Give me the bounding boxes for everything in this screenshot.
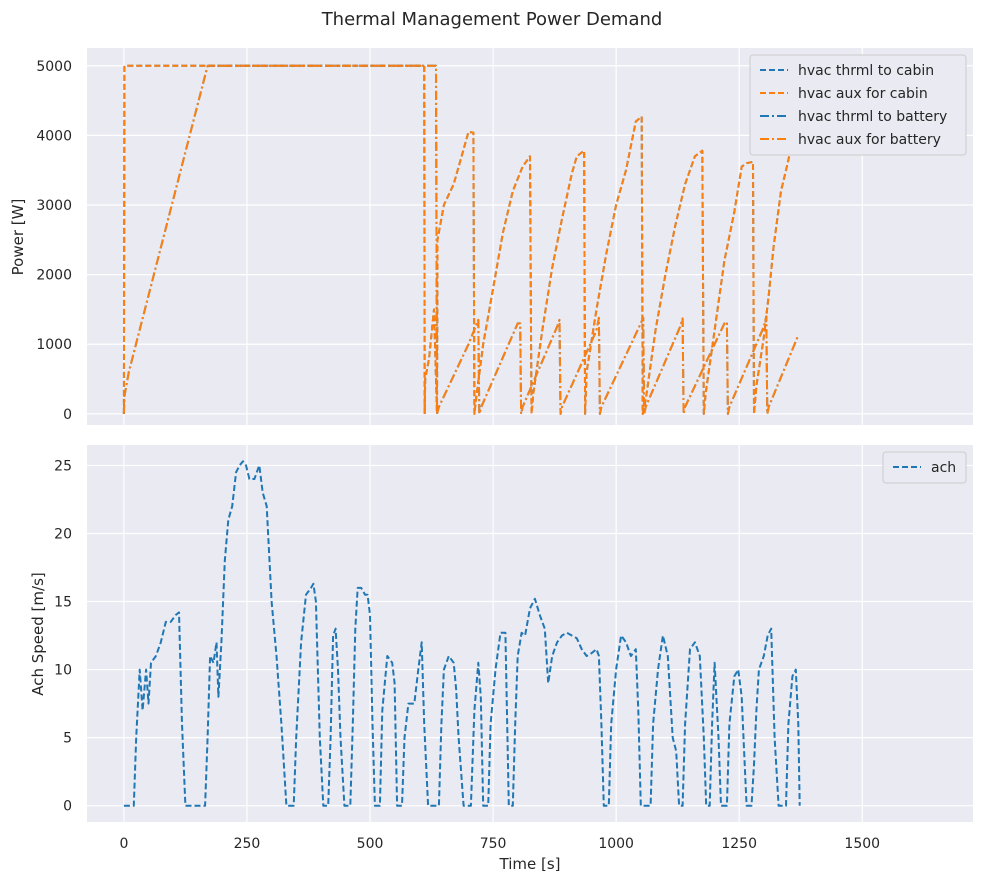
y-tick-label: 25 bbox=[54, 458, 72, 474]
legend-box bbox=[749, 54, 967, 156]
power-legend: hvac thrml to cabin hvac aux for cabin hva… bbox=[749, 54, 967, 156]
speed-legend: ach bbox=[882, 451, 967, 484]
y-tick-label: 4000 bbox=[36, 128, 72, 144]
figure-title: Thermal Management Power Demand bbox=[321, 9, 663, 30]
power-y-axis-label: Power [W] bbox=[9, 199, 27, 276]
speed-y-ticks: 0 5 10 15 20 25 bbox=[54, 458, 72, 814]
y-tick-label: 2000 bbox=[36, 268, 72, 284]
x-tick-label: 500 bbox=[357, 836, 384, 852]
x-tick-label: 0 bbox=[119, 836, 128, 852]
x-tick-label: 250 bbox=[234, 836, 261, 852]
speed-series bbox=[123, 460, 801, 807]
y-tick-label: 10 bbox=[54, 663, 72, 679]
y-tick-label: 15 bbox=[54, 595, 72, 611]
y-tick-label: 3000 bbox=[36, 198, 72, 214]
legend-label: ach bbox=[931, 460, 956, 476]
y-tick-label: 1000 bbox=[36, 337, 72, 353]
power-y-ticks: 0 1000 2000 3000 4000 5000 bbox=[36, 59, 72, 423]
y-tick-label: 5 bbox=[63, 731, 72, 747]
legend-label: hvac aux for cabin bbox=[798, 86, 928, 102]
legend-label: hvac aux for battery bbox=[798, 132, 941, 148]
x-tick-label: 1500 bbox=[844, 836, 880, 852]
legend-label: hvac thrml to battery bbox=[798, 109, 947, 125]
speed-panel: 0 5 10 15 20 25 0 250 500 750 1000 1250 1500 Ach Sp… bbox=[29, 445, 973, 873]
speed-grid bbox=[87, 445, 973, 822]
power-panel: 0 1000 2000 3000 4000 5000 Power [W] hvac thr… bbox=[9, 48, 973, 425]
legend-label: hvac thrml to cabin bbox=[798, 63, 934, 79]
speed-y-axis-label: Ach Speed [m/s] bbox=[29, 572, 47, 696]
series-line bbox=[122, 64, 800, 415]
y-tick-label: 5000 bbox=[36, 59, 72, 75]
speed-x-ticks: 0 250 500 750 1000 1250 1500 bbox=[119, 836, 880, 852]
x-tick-label: 1000 bbox=[598, 836, 634, 852]
speed-plot-area bbox=[87, 445, 973, 822]
series-line bbox=[123, 460, 801, 807]
y-tick-label: 0 bbox=[63, 407, 72, 423]
x-axis-label: Time [s] bbox=[499, 855, 561, 873]
x-tick-label: 750 bbox=[480, 836, 507, 852]
y-tick-label: 20 bbox=[54, 526, 72, 542]
series-line bbox=[122, 64, 800, 415]
legend-box bbox=[882, 451, 967, 484]
y-tick-label: 0 bbox=[63, 799, 72, 815]
x-tick-label: 1250 bbox=[721, 836, 757, 852]
power-series bbox=[122, 64, 800, 415]
